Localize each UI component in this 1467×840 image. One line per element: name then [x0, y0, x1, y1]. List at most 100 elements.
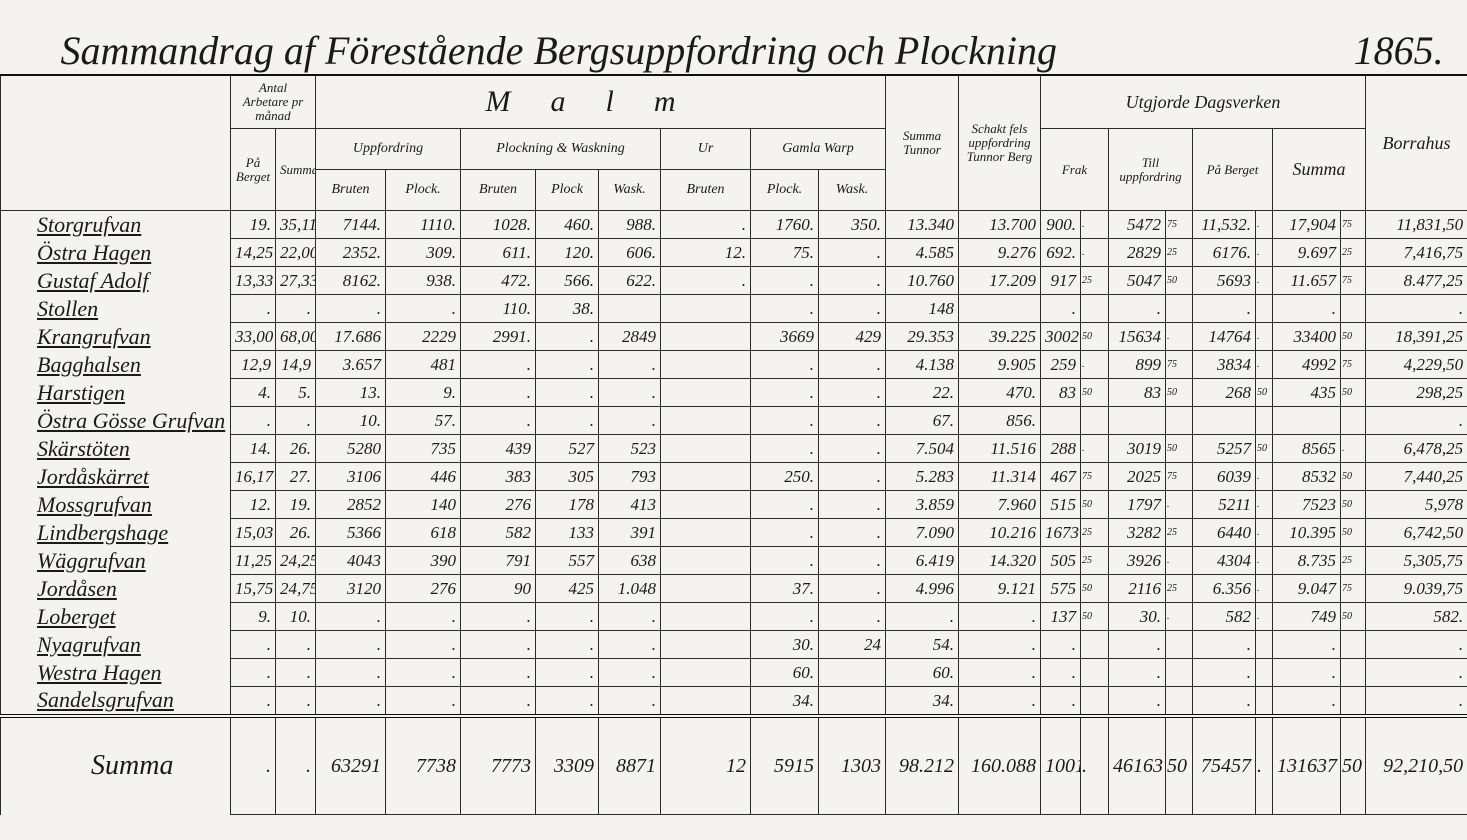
cell: 582: [1192, 602, 1256, 631]
cell: .: [460, 406, 536, 435]
cell: .: [1040, 630, 1081, 659]
cell: .: [818, 518, 886, 547]
row-label: Jordåskärret: [0, 462, 231, 491]
cell: .: [230, 658, 276, 687]
cell: 50: [1080, 602, 1109, 631]
cell: .: [750, 378, 819, 407]
cell: 6176.: [1192, 238, 1256, 267]
row-label: Storgrufvan: [0, 210, 231, 239]
cell: 425: [535, 574, 599, 603]
cell: .: [818, 546, 886, 575]
cell: 4992: [1272, 350, 1341, 379]
title: Sammandrag af Förestående Bergsuppfordri…: [0, 0, 1467, 76]
ledger-table: Sammandrag af Förestående Bergsuppfordri…: [0, 0, 1467, 815]
cell: 30.: [1108, 602, 1166, 631]
cell: 3106: [315, 462, 386, 491]
cell: 3002: [1040, 322, 1081, 351]
cell: 4,229,50: [1364, 350, 1467, 379]
cell: 25: [1165, 238, 1193, 267]
ledger-row: Storgrufvan 19. 35,11 7144. 1110. 1028. 460. 98…: [0, 210, 1467, 239]
cell: .: [1255, 574, 1273, 603]
ur-header: Ur: [660, 128, 751, 170]
cell: 1673: [1040, 518, 1081, 547]
cell: .: [230, 294, 276, 323]
cell: .: [275, 714, 316, 815]
cell: 26.: [275, 518, 316, 547]
sub-header: Plock: [535, 169, 599, 211]
cell: .: [535, 630, 599, 659]
cell: 5366: [315, 518, 386, 547]
cell: 5,978: [1364, 490, 1467, 519]
cell: 50: [1340, 378, 1366, 407]
cell: 1110.: [385, 210, 461, 239]
cell: 29.353: [885, 322, 959, 351]
cell: 90: [460, 574, 536, 603]
cell: .: [1364, 658, 1467, 687]
cell: 15,75: [230, 574, 276, 603]
cell: 1.048: [598, 574, 661, 603]
cell: 566.: [535, 266, 599, 295]
cell: [1255, 406, 1273, 435]
cell: [660, 322, 751, 351]
cell: 481: [385, 350, 461, 379]
cell: 523: [598, 434, 661, 463]
cell: [660, 462, 751, 491]
cell: [1165, 658, 1193, 687]
cell: .: [1108, 658, 1166, 687]
cell: 178: [535, 490, 599, 519]
cell: 692.: [1040, 238, 1081, 267]
cell: [1080, 406, 1109, 435]
cell: 12: [660, 714, 751, 815]
cell: .: [535, 322, 599, 351]
cell: 575: [1040, 574, 1081, 603]
cell: 137: [1040, 602, 1081, 631]
cell: 938.: [385, 266, 461, 295]
cell: 557: [535, 546, 599, 575]
transport-header: Frak: [1040, 128, 1109, 211]
cell: 50: [1165, 434, 1193, 463]
ledger-row: Östra Gösse Grufvan.. 10. 57...... 67. 856..: [0, 406, 1467, 435]
cell: 75: [1165, 210, 1193, 239]
cell: 25: [1340, 238, 1366, 267]
cell: .: [1040, 686, 1081, 717]
cell: 7,416,75: [1364, 238, 1467, 267]
cell: .: [598, 378, 661, 407]
sub-header: Wask.: [818, 169, 886, 211]
cell: 34.: [750, 686, 819, 717]
workers-sum-header: Summa: [275, 128, 316, 211]
cell: 18,391,25: [1364, 322, 1467, 351]
cell: 9.697: [1272, 238, 1341, 267]
cell: 30.: [750, 630, 819, 659]
cell: .: [315, 686, 386, 717]
ledger-row: Summa.. 63291 7738 7773 3309 8871 12 5915 1303 98…: [0, 714, 1467, 815]
cell: .: [1340, 434, 1366, 463]
cell: 7738: [385, 714, 461, 815]
cell: .: [460, 686, 536, 717]
cell: 7144.: [315, 210, 386, 239]
cell: 350.: [818, 210, 886, 239]
cell: 2352.: [315, 238, 386, 267]
sub-header: Bruten: [315, 169, 386, 211]
cell: 9.276: [958, 238, 1041, 267]
cell: .: [1192, 630, 1256, 659]
cell: .: [460, 378, 536, 407]
cell: .: [1165, 322, 1193, 351]
ledger-row: Gustaf Adolf 13,33 27,33 8162. 938. 472. 566. 6…: [0, 266, 1467, 295]
cell: 390: [385, 546, 461, 575]
cell: 33,00: [230, 322, 276, 351]
cell: 33400: [1272, 322, 1341, 351]
cell: 7523: [1272, 490, 1341, 519]
cell: 7.504: [885, 434, 959, 463]
cell: 276: [385, 574, 461, 603]
cell: 606.: [598, 238, 661, 267]
cell: [818, 658, 886, 687]
row-label: Jordåsen: [0, 574, 231, 603]
cell: 5915: [750, 714, 819, 815]
cell: .: [750, 350, 819, 379]
cell: 75.: [750, 238, 819, 267]
cell: [1255, 658, 1273, 687]
cell: 250.: [750, 462, 819, 491]
cell: 4.996: [885, 574, 959, 603]
cell: 26.: [275, 434, 316, 463]
cell: .: [1364, 630, 1467, 659]
